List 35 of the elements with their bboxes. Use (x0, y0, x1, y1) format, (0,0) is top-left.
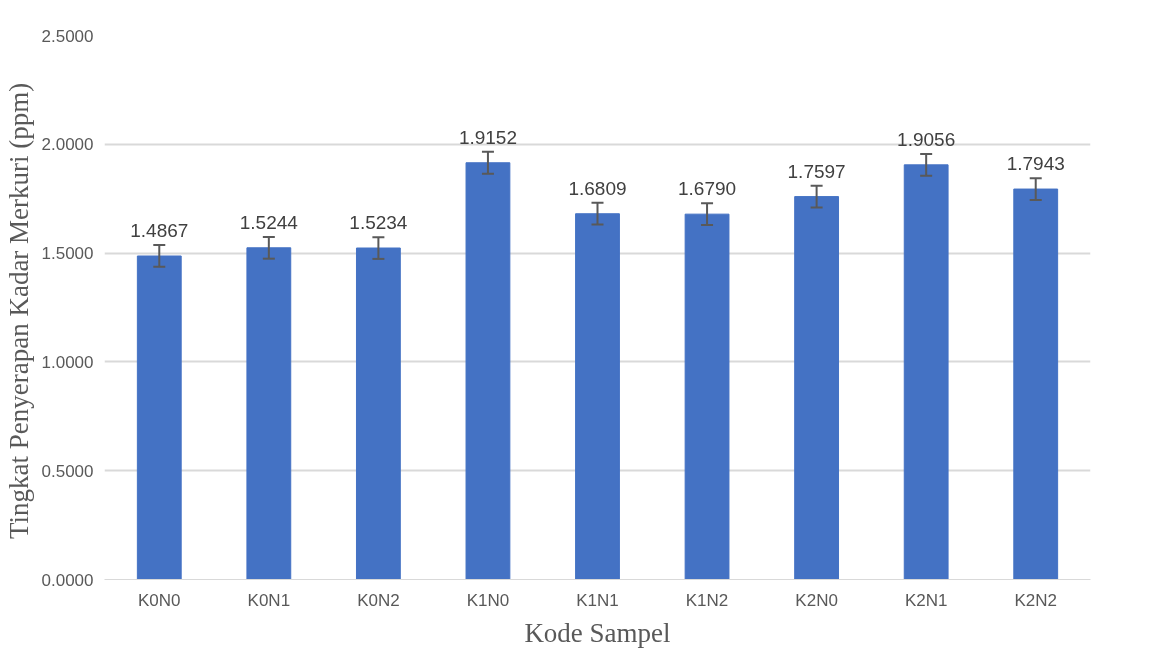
bar (794, 196, 840, 580)
x-tick-label: K2N2 (1014, 590, 1057, 610)
data-label: 1.5244 (239, 211, 299, 233)
y-axis-title: Tingkat Penyerapan Kadar Merkuri (ppm) (3, 82, 34, 540)
bar (575, 213, 620, 580)
bar (684, 213, 730, 580)
x-tick-label: K1N2 (685, 590, 729, 610)
y-tick-label: 0.0000 (41, 570, 94, 590)
data-label: 1.6790 (678, 178, 737, 200)
y-tick-label: 1.5000 (41, 244, 94, 264)
y-tick-label: 0.5000 (41, 461, 94, 481)
data-label: 1.5234 (349, 212, 408, 234)
y-tick-label: 2.5000 (41, 26, 94, 46)
bar (136, 255, 182, 580)
y-tick-label: 2.0000 (41, 135, 94, 155)
data-label: 1.7597 (787, 160, 846, 182)
x-tick-label: K2N1 (904, 590, 948, 610)
data-label: 1.6809 (568, 177, 627, 199)
x-tick-label: K1N1 (576, 590, 619, 610)
data-label: 1.7943 (1006, 153, 1065, 175)
x-tick-label: K0N2 (357, 590, 400, 610)
bar (246, 247, 292, 580)
x-tick-label: K0N1 (247, 590, 291, 610)
bar (465, 162, 511, 580)
y-tick-label: 1.0000 (41, 352, 94, 372)
bar (355, 247, 401, 580)
x-tick-label: K1N0 (466, 590, 510, 610)
x-tick-label: K2N0 (795, 590, 838, 610)
bar (903, 164, 949, 580)
x-tick-label: K0N0 (138, 590, 181, 610)
data-label: 1.9056 (897, 128, 956, 150)
data-label: 1.4867 (130, 220, 189, 242)
bar (1013, 188, 1059, 580)
x-axis-title: Kode Sampel (524, 617, 671, 648)
data-label: 1.9152 (458, 126, 518, 148)
